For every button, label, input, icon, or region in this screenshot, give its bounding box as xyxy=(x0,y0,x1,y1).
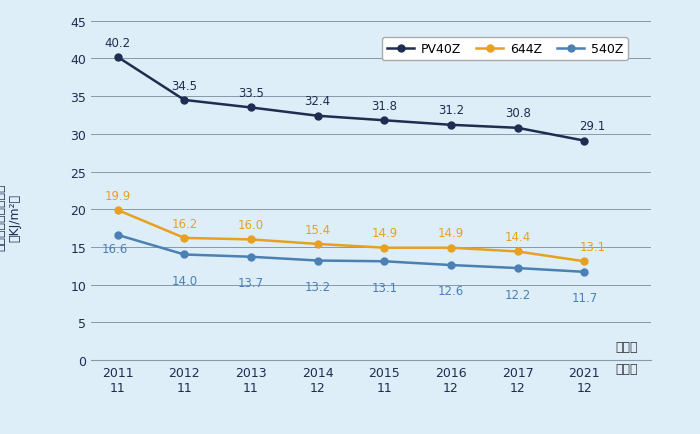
540Z xyxy=(113,233,122,238)
540Z xyxy=(247,255,256,260)
PV40Z xyxy=(247,105,256,111)
644Z xyxy=(514,249,522,254)
PV40Z xyxy=(447,123,455,128)
Text: 33.5: 33.5 xyxy=(238,87,264,100)
Text: 34.5: 34.5 xyxy=(172,79,197,92)
Text: 14.0: 14.0 xyxy=(172,274,197,287)
Text: シャルビー衆撃強さ
（KJ/m²）: シャルビー衆撃強さ （KJ/m²） xyxy=(0,183,21,251)
644Z xyxy=(580,259,589,264)
Text: （年）: （年） xyxy=(615,340,638,353)
Text: 12.6: 12.6 xyxy=(438,285,464,298)
PV40Z xyxy=(180,98,188,103)
Text: 13.2: 13.2 xyxy=(304,280,330,293)
Text: 14.4: 14.4 xyxy=(505,230,531,243)
Line: 644Z: 644Z xyxy=(114,207,588,265)
Text: 12.2: 12.2 xyxy=(505,288,531,301)
Text: 13.7: 13.7 xyxy=(238,276,264,289)
Text: 16.2: 16.2 xyxy=(172,217,197,230)
540Z xyxy=(380,259,389,264)
Legend: PV40Z, 644Z, 540Z: PV40Z, 644Z, 540Z xyxy=(382,38,628,61)
PV40Z xyxy=(314,114,322,119)
Line: PV40Z: PV40Z xyxy=(114,54,588,145)
540Z xyxy=(180,252,188,257)
PV40Z xyxy=(514,126,522,131)
644Z xyxy=(180,236,188,241)
Text: 29.1: 29.1 xyxy=(580,120,606,133)
644Z xyxy=(247,237,256,243)
Text: （月）: （月） xyxy=(615,362,638,375)
Text: 16.6: 16.6 xyxy=(102,242,128,255)
Text: 31.2: 31.2 xyxy=(438,104,464,117)
PV40Z xyxy=(580,139,589,144)
PV40Z xyxy=(113,55,122,60)
Text: 19.9: 19.9 xyxy=(104,189,131,202)
Text: 13.1: 13.1 xyxy=(371,281,398,294)
540Z xyxy=(514,266,522,271)
PV40Z xyxy=(380,118,389,124)
Text: 40.2: 40.2 xyxy=(104,36,131,49)
644Z xyxy=(113,208,122,213)
Text: 30.8: 30.8 xyxy=(505,107,531,120)
644Z xyxy=(314,242,322,247)
Text: 11.7: 11.7 xyxy=(571,292,598,305)
540Z xyxy=(447,263,455,268)
Line: 540Z: 540Z xyxy=(114,232,588,276)
Text: 16.0: 16.0 xyxy=(238,219,264,232)
Text: 14.9: 14.9 xyxy=(438,227,464,240)
Text: 31.8: 31.8 xyxy=(371,100,398,113)
Text: 13.1: 13.1 xyxy=(580,240,606,253)
644Z xyxy=(447,246,455,251)
644Z xyxy=(380,246,389,251)
540Z xyxy=(580,270,589,275)
Text: 15.4: 15.4 xyxy=(304,223,330,236)
540Z xyxy=(314,258,322,263)
Text: 14.9: 14.9 xyxy=(371,227,398,240)
Text: 32.4: 32.4 xyxy=(304,95,330,108)
